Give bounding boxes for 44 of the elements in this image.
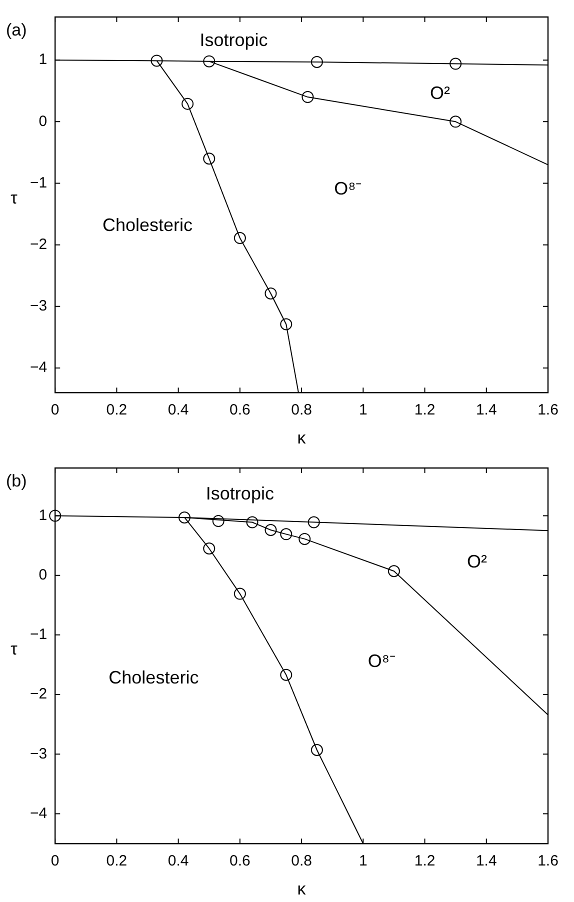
y-tick-label: −3: [30, 745, 48, 762]
y-tick-label: 1: [38, 51, 48, 68]
x-tick-label: 0: [50, 402, 60, 419]
x-tick-label: 0.6: [230, 402, 250, 419]
y-tick-label: −2: [30, 236, 48, 253]
x-tick-label: 1.4: [476, 852, 497, 870]
annotation: O²: [467, 552, 488, 572]
x-tick-label: 0: [50, 852, 60, 870]
x-tick-label: 1.6: [538, 402, 558, 419]
annotation: O⁸⁻: [368, 650, 396, 671]
x-axis-title: κ: [297, 428, 306, 448]
annotation: O²: [430, 82, 450, 103]
x-tick-label: 1.6: [538, 852, 558, 870]
y-tick-label: −2: [30, 686, 48, 703]
annotation: Cholesteric: [102, 215, 193, 236]
annotation: Isotropic: [206, 484, 274, 504]
x-tick-label: 0.6: [230, 852, 250, 870]
x-tick-label: 0.8: [291, 402, 312, 419]
y-axis-title: τ: [10, 639, 18, 658]
x-axis-title: κ: [297, 879, 306, 898]
x-tick-label: 1: [358, 852, 368, 870]
annotation: Isotropic: [200, 30, 268, 50]
x-tick-label: 0.2: [106, 852, 128, 870]
x-tick-label: 0.4: [168, 402, 189, 419]
y-axis-title: τ: [10, 188, 18, 208]
chart-title: (a): [6, 20, 27, 40]
y-tick-label: −4: [30, 804, 48, 822]
chart-title: (b): [6, 472, 27, 491]
y-tick-label: −3: [30, 298, 48, 315]
y-tick-label: 1: [38, 506, 48, 524]
x-tick-label: 1: [358, 402, 368, 419]
y-tick-label: −1: [30, 626, 48, 644]
x-tick-label: 1.2: [414, 852, 436, 870]
x-tick-label: 1.2: [414, 402, 436, 419]
y-tick-label: −4: [30, 359, 48, 376]
annotation: O⁸⁻: [334, 178, 362, 198]
y-tick-label: −1: [30, 174, 48, 192]
y-tick-label: 0: [38, 112, 48, 130]
x-tick-label: 0.2: [106, 402, 128, 419]
annotation: Cholesteric: [108, 667, 199, 688]
y-tick-label: 0: [38, 566, 48, 584]
x-tick-label: 0.8: [291, 852, 312, 870]
x-tick-label: 1.4: [476, 402, 497, 419]
x-tick-label: 0.4: [168, 852, 189, 870]
